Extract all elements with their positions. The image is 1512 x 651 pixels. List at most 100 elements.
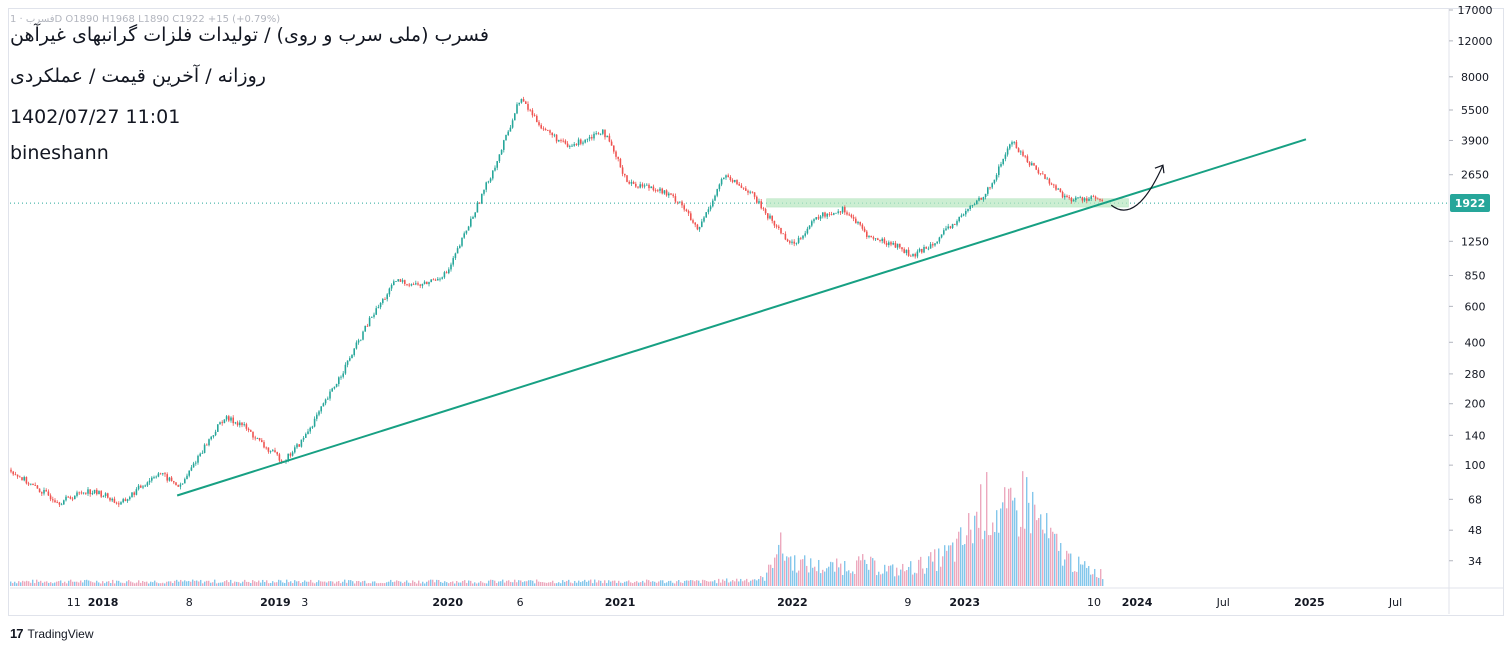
volume-bar <box>642 580 644 586</box>
candle-body <box>936 241 938 244</box>
volume-bar <box>58 581 60 586</box>
volume-bar <box>154 580 156 586</box>
tradingview-brand[interactable]: 17 TradingView <box>10 626 94 641</box>
volume-bar <box>780 532 782 586</box>
candle-body <box>727 175 729 177</box>
volume-bar <box>854 573 856 586</box>
candle-body <box>63 500 65 505</box>
candle-body <box>313 418 316 427</box>
candle-body <box>38 488 41 493</box>
volume-bar <box>880 574 882 586</box>
volume-bar <box>394 581 396 586</box>
candle-body <box>181 483 184 485</box>
volume-bar <box>42 582 44 586</box>
candle-body <box>399 279 402 282</box>
candle-body <box>113 498 116 503</box>
candle-body <box>1020 151 1022 153</box>
candle-body <box>731 180 734 182</box>
volume-bar <box>478 582 480 586</box>
volume-bar <box>890 565 892 586</box>
volume-bar <box>620 582 622 586</box>
volume-bar <box>1046 513 1048 586</box>
candle-body <box>956 221 958 225</box>
volume-bar <box>798 570 800 586</box>
volume-bar <box>38 581 40 586</box>
volume-bar <box>594 579 596 586</box>
volume-bar <box>946 550 948 586</box>
volume-bar <box>1060 543 1062 586</box>
candle-body <box>327 398 329 400</box>
volume-bar <box>84 580 86 586</box>
y-tick-label: 48 <box>1468 524 1482 537</box>
candle-body <box>36 485 39 489</box>
volume-bar <box>670 580 672 586</box>
candle-body <box>1072 200 1075 202</box>
volume-bar <box>238 582 240 586</box>
volume-bar <box>348 580 350 586</box>
volume-bar <box>712 581 714 586</box>
volume-bar <box>1038 517 1040 586</box>
volume-bar <box>356 581 358 586</box>
volume-bar <box>110 583 112 586</box>
candle-body <box>978 197 980 201</box>
candle-body <box>426 281 428 285</box>
volume-bar <box>950 545 952 586</box>
candle-body <box>419 284 421 286</box>
candle-body <box>177 485 179 487</box>
volume-bar <box>718 578 720 586</box>
volume-bar <box>120 582 122 586</box>
volume-bar <box>142 580 144 586</box>
candle-body <box>538 122 540 126</box>
volume-bar <box>682 582 684 586</box>
volume-bar <box>916 573 918 586</box>
volume-bar <box>914 572 916 586</box>
candle-body <box>863 228 866 232</box>
volume-bar <box>1012 500 1014 586</box>
volume-bar <box>148 583 150 586</box>
candle-body <box>859 221 861 225</box>
candle-body <box>650 186 652 189</box>
volume-bar <box>1070 553 1072 586</box>
volume-bar <box>1020 526 1022 586</box>
volume-bar <box>924 573 926 586</box>
volume-bar <box>654 581 656 586</box>
candle-body <box>296 444 298 448</box>
candle-body <box>903 249 905 253</box>
candle-body <box>170 477 173 482</box>
candle-body <box>210 436 212 440</box>
candle-body <box>982 197 985 200</box>
candle-body <box>159 473 162 475</box>
volume-bar <box>630 582 632 586</box>
candle-body <box>481 193 483 204</box>
volume-bar <box>80 580 82 586</box>
candle-body <box>973 204 976 206</box>
volume-bar <box>694 581 696 586</box>
candle-body <box>806 228 809 234</box>
candle-body <box>483 189 485 194</box>
candle-body <box>124 499 127 502</box>
candle-body <box>910 255 912 257</box>
candle-body <box>531 110 534 116</box>
volume-bar <box>70 579 72 586</box>
candle-body <box>450 264 452 270</box>
volume-bar <box>648 580 650 586</box>
candle-body <box>949 226 952 228</box>
candle-body <box>217 424 219 432</box>
candle-body <box>989 187 991 189</box>
candle-body <box>302 437 305 440</box>
candle-body <box>1053 184 1055 186</box>
candle-body <box>375 308 377 315</box>
volume-bar <box>178 581 180 586</box>
candle-body <box>960 215 963 217</box>
candle-body <box>463 233 465 238</box>
volume-bar <box>442 582 444 586</box>
volume-bar <box>674 583 676 586</box>
volume-bar <box>706 581 708 586</box>
volume-bar <box>848 570 850 586</box>
volume-bar <box>54 582 56 586</box>
candle-body <box>586 138 589 140</box>
volume-bar <box>610 581 612 586</box>
y-tick-label: 1250 <box>1461 235 1489 248</box>
candle-body <box>890 242 892 245</box>
